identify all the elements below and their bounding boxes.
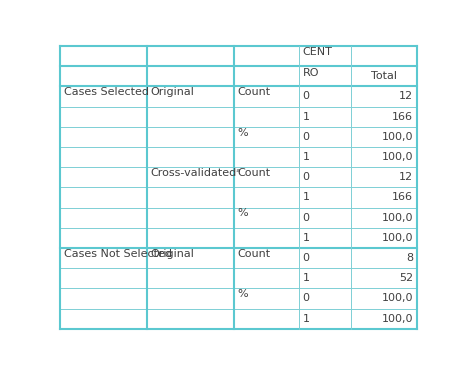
Text: 100,0: 100,0: [382, 132, 413, 142]
Text: %: %: [237, 209, 248, 219]
Text: 100,0: 100,0: [382, 313, 413, 324]
Text: 0: 0: [303, 91, 310, 101]
Text: 166: 166: [392, 193, 413, 203]
Text: Total: Total: [371, 71, 397, 81]
Text: Count: Count: [237, 168, 271, 178]
Text: 0: 0: [303, 253, 310, 263]
Text: Original: Original: [150, 249, 194, 259]
Text: 166: 166: [392, 112, 413, 122]
Text: %: %: [237, 128, 248, 138]
Text: 1: 1: [303, 233, 310, 243]
Text: 1: 1: [303, 313, 310, 324]
Text: Cases Not Selected: Cases Not Selected: [64, 249, 172, 259]
Text: 0: 0: [303, 132, 310, 142]
Text: 0: 0: [303, 213, 310, 223]
Text: Original: Original: [150, 87, 194, 97]
Text: Cases Selected: Cases Selected: [64, 87, 148, 97]
Text: 100,0: 100,0: [382, 213, 413, 223]
Text: Count: Count: [237, 87, 271, 97]
Text: 1: 1: [303, 152, 310, 162]
Text: 8: 8: [406, 253, 413, 263]
Text: 0: 0: [303, 172, 310, 182]
Text: 12: 12: [399, 91, 413, 101]
Text: 1: 1: [303, 273, 310, 283]
Text: 100,0: 100,0: [382, 152, 413, 162]
Text: 100,0: 100,0: [382, 293, 413, 303]
Text: RO: RO: [303, 68, 319, 78]
Text: CENT: CENT: [303, 47, 332, 58]
Text: 100,0: 100,0: [382, 233, 413, 243]
Text: %: %: [237, 289, 248, 299]
Text: 0: 0: [303, 293, 310, 303]
Text: 52: 52: [399, 273, 413, 283]
Text: 1: 1: [303, 193, 310, 203]
Text: 12: 12: [399, 172, 413, 182]
Text: Cross-validatedᵃ: Cross-validatedᵃ: [150, 168, 241, 178]
Text: 1: 1: [303, 112, 310, 122]
Text: Count: Count: [237, 249, 271, 259]
